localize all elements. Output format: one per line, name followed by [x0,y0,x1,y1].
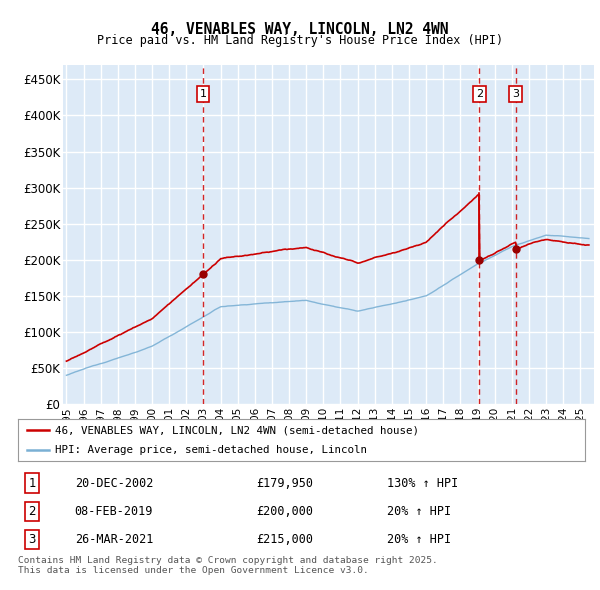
Text: £215,000: £215,000 [256,533,313,546]
Text: 20-DEC-2002: 20-DEC-2002 [75,477,153,490]
Text: 20% ↑ HPI: 20% ↑ HPI [386,505,451,518]
Text: 20% ↑ HPI: 20% ↑ HPI [386,533,451,546]
Text: 2: 2 [476,88,483,99]
Text: 3: 3 [28,533,36,546]
Text: This data is licensed under the Open Government Licence v3.0.: This data is licensed under the Open Gov… [18,566,369,575]
Text: Price paid vs. HM Land Registry's House Price Index (HPI): Price paid vs. HM Land Registry's House … [97,34,503,47]
Text: 08-FEB-2019: 08-FEB-2019 [75,505,153,518]
Text: 46, VENABLES WAY, LINCOLN, LN2 4WN: 46, VENABLES WAY, LINCOLN, LN2 4WN [151,22,449,37]
Text: Contains HM Land Registry data © Crown copyright and database right 2025.: Contains HM Land Registry data © Crown c… [18,556,438,565]
Text: 1: 1 [199,88,206,99]
Text: 26-MAR-2021: 26-MAR-2021 [75,533,153,546]
Text: 130% ↑ HPI: 130% ↑ HPI [386,477,458,490]
Text: 1: 1 [28,477,36,490]
Text: £200,000: £200,000 [256,505,313,518]
Text: 3: 3 [512,88,519,99]
Text: HPI: Average price, semi-detached house, Lincoln: HPI: Average price, semi-detached house,… [55,445,367,455]
Text: 46, VENABLES WAY, LINCOLN, LN2 4WN (semi-detached house): 46, VENABLES WAY, LINCOLN, LN2 4WN (semi… [55,425,419,435]
Text: 2: 2 [28,505,36,518]
Text: £179,950: £179,950 [256,477,313,490]
